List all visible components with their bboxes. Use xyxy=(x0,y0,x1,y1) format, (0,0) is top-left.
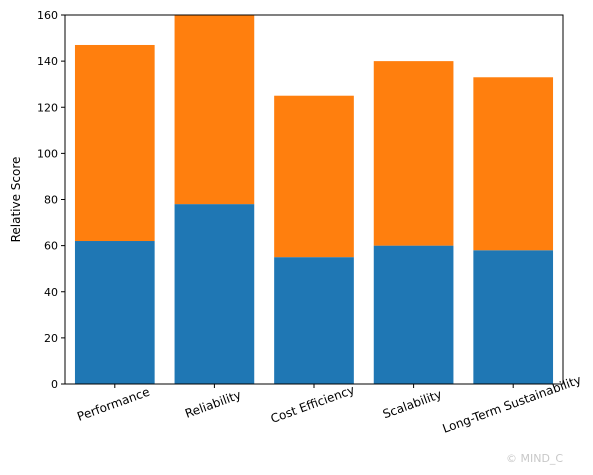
bar-scalability-series-1 xyxy=(373,245,454,384)
bar-long-term-sustainability-series-2 xyxy=(473,77,554,251)
y-axis: 0 20 40 60 80 100 120 140 160 xyxy=(37,9,65,391)
bar-cost-efficiency-series-1 xyxy=(274,257,354,384)
y-tick-label: 0 xyxy=(51,378,58,391)
bars-layer xyxy=(74,15,554,384)
x-tick-label: Scalability xyxy=(381,387,444,421)
y-tick-label: 100 xyxy=(37,147,58,160)
x-tick-label: Cost Efficiency xyxy=(269,383,357,426)
y-tick-label: 160 xyxy=(37,9,58,22)
bar-reliability-series-2 xyxy=(174,15,255,205)
y-tick-label: 80 xyxy=(44,194,58,207)
bar-scalability-series-2 xyxy=(373,61,454,246)
x-tick-label: Reliability xyxy=(183,388,243,421)
y-tick-label: 60 xyxy=(44,240,58,253)
y-axis-label: Relative Score xyxy=(9,157,23,243)
bar-long-term-sustainability-series-1 xyxy=(473,250,554,384)
watermark: © MIND_C xyxy=(506,452,564,465)
plot-frame xyxy=(64,14,564,385)
bar-reliability-series-1 xyxy=(174,204,255,384)
bar-performance-series-1 xyxy=(74,241,155,384)
x-tick-label: Performance xyxy=(75,385,151,424)
bar-cost-efficiency-series-2 xyxy=(274,95,354,258)
bar-performance-series-2 xyxy=(74,44,155,242)
y-tick-label: 40 xyxy=(44,286,58,299)
y-tick-label: 120 xyxy=(37,101,58,114)
y-tick-label: 20 xyxy=(44,332,58,345)
y-tick-label: 140 xyxy=(37,55,58,68)
